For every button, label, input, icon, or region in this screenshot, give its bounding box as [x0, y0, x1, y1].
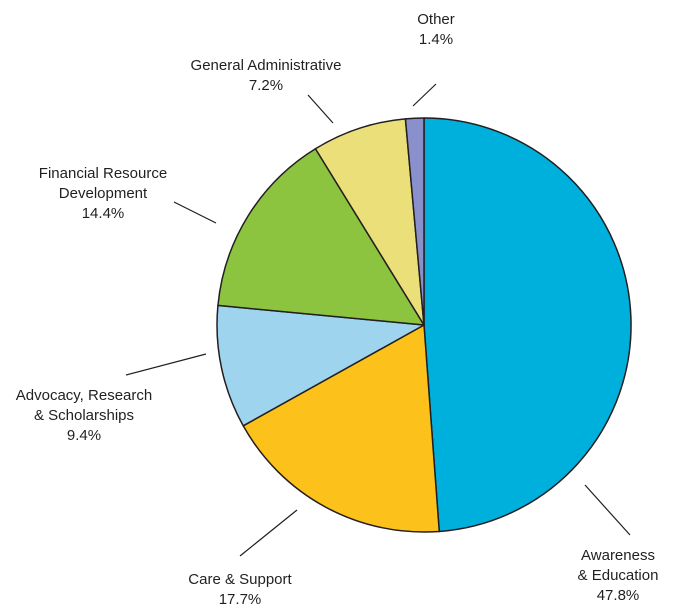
category-label-financial-resource-development: Development	[59, 185, 148, 202]
value-label-general-administrative: 7.2%	[249, 77, 283, 94]
leader-line-awareness-and-education	[584, 484, 631, 536]
category-label-advocacy-research-and-scholarships: & Scholarships	[34, 407, 134, 424]
slice-other	[404, 117, 425, 326]
slice-care-and-support	[242, 324, 441, 533]
leader-line-care-and-support	[239, 509, 298, 557]
slice-labels: Awareness & Education 47.8% Care & Support 1…	[16, 11, 659, 608]
slice-advocacy-research-and-scholarships	[216, 304, 425, 427]
leader-lines	[125, 83, 631, 557]
value-label-care-and-support: 17.7%	[219, 591, 262, 608]
pie-slices	[216, 117, 632, 533]
value-label-advocacy-research-and-scholarships: 9.4%	[67, 427, 101, 444]
category-label-financial-resource-development: Financial Resource	[39, 165, 167, 182]
slice-financial-resource-development	[217, 147, 425, 326]
leader-line-general-administrative	[307, 94, 334, 124]
value-label-other: 1.4%	[419, 31, 453, 48]
leader-line-advocacy-research-and-scholarships	[125, 353, 207, 376]
category-label-care-and-support: Care & Support	[188, 571, 292, 588]
category-label-general-administrative: General Administrative	[191, 57, 342, 74]
category-label-awareness-and-education: Awareness	[581, 547, 655, 564]
category-label-awareness-and-education: & Education	[578, 567, 659, 584]
value-label-awareness-and-education: 47.8%	[597, 587, 640, 604]
leader-line-financial-resource-development	[173, 201, 217, 224]
category-label-other: Other	[417, 11, 455, 28]
value-label-financial-resource-development: 14.4%	[82, 205, 125, 222]
category-label-advocacy-research-and-scholarships: Advocacy, Research	[16, 387, 152, 404]
slice-awareness-and-education	[423, 117, 632, 533]
leader-line-other	[412, 83, 437, 107]
